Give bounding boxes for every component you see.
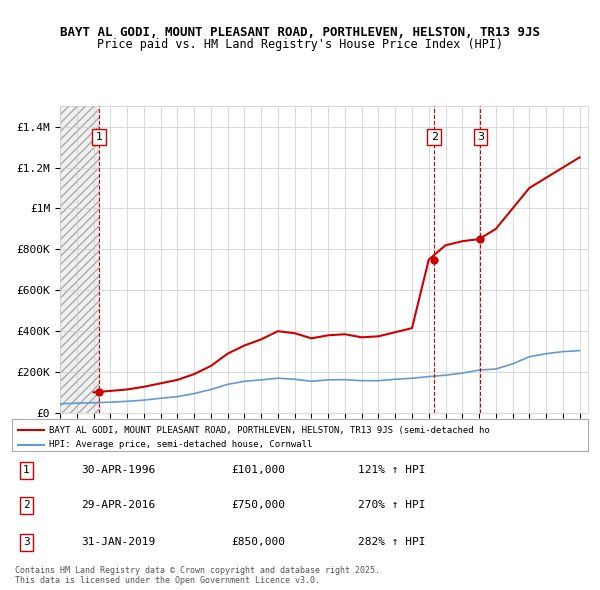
Text: 31-JAN-2019: 31-JAN-2019 bbox=[81, 537, 155, 548]
FancyBboxPatch shape bbox=[12, 419, 588, 451]
Text: 30-APR-1996: 30-APR-1996 bbox=[81, 466, 155, 475]
Text: £850,000: £850,000 bbox=[231, 537, 285, 548]
Text: 282% ↑ HPI: 282% ↑ HPI bbox=[358, 537, 425, 548]
Text: 2: 2 bbox=[23, 500, 30, 510]
Text: BAYT AL GODI, MOUNT PLEASANT ROAD, PORTHLEVEN, HELSTON, TR13 9JS (semi-detached : BAYT AL GODI, MOUNT PLEASANT ROAD, PORTH… bbox=[49, 426, 490, 435]
Text: £101,000: £101,000 bbox=[231, 466, 285, 475]
Text: HPI: Average price, semi-detached house, Cornwall: HPI: Average price, semi-detached house,… bbox=[49, 440, 313, 450]
Text: Contains HM Land Registry data © Crown copyright and database right 2025.
This d: Contains HM Land Registry data © Crown c… bbox=[15, 566, 380, 585]
Text: £750,000: £750,000 bbox=[231, 500, 285, 510]
Bar bbox=[60, 106, 99, 413]
Text: 1: 1 bbox=[23, 466, 30, 475]
Text: 3: 3 bbox=[23, 537, 30, 548]
Text: Price paid vs. HM Land Registry's House Price Index (HPI): Price paid vs. HM Land Registry's House … bbox=[97, 38, 503, 51]
Text: 2: 2 bbox=[431, 132, 438, 142]
Text: BAYT AL GODI, MOUNT PLEASANT ROAD, PORTHLEVEN, HELSTON, TR13 9JS: BAYT AL GODI, MOUNT PLEASANT ROAD, PORTH… bbox=[60, 26, 540, 39]
Text: 1: 1 bbox=[95, 132, 103, 142]
Text: 270% ↑ HPI: 270% ↑ HPI bbox=[358, 500, 425, 510]
Bar bbox=[60, 106, 99, 413]
Text: 3: 3 bbox=[477, 132, 484, 142]
Text: 29-APR-2016: 29-APR-2016 bbox=[81, 500, 155, 510]
Text: 121% ↑ HPI: 121% ↑ HPI bbox=[358, 466, 425, 475]
